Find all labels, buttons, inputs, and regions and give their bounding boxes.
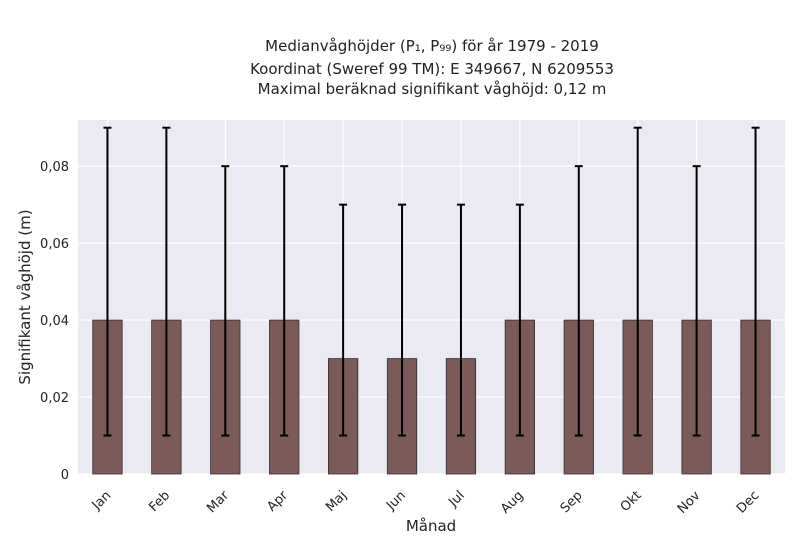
error-bar-apr <box>280 165 289 437</box>
y-tick-label: 0,04 <box>40 314 69 329</box>
error-bar-aug <box>515 203 524 437</box>
x-tick-label: Jul <box>445 488 467 510</box>
x-tick-label: Nov <box>675 488 704 517</box>
error-bar-jun <box>398 203 407 437</box>
x-tick-label: Mar <box>204 488 232 516</box>
error-bar-feb <box>162 126 171 437</box>
chart-title-line-3: Maximal beräknad signifikant våghöjd: 0,… <box>258 80 607 98</box>
chart-title-line-1: Medianvåghöjder (P₁, P₉₉) för år 1979 - … <box>265 37 599 55</box>
y-axis-label: Signifikant våghöjd (m) <box>16 209 34 384</box>
y-tick-label: 0 <box>61 468 69 483</box>
error-bar-dec <box>751 126 760 437</box>
error-bar-jan <box>103 126 112 437</box>
error-bar-okt <box>633 126 642 437</box>
x-tick-label: Apr <box>265 488 292 515</box>
error-bar-sep <box>574 165 583 437</box>
chart-title-line-2: Koordinat (Sweref 99 TM): E 349667, N 62… <box>250 60 614 78</box>
x-tick-label: Sep <box>558 488 586 516</box>
x-tick-label: Jun <box>383 488 409 514</box>
plot-area <box>78 120 785 474</box>
x-tick-label: Maj <box>323 488 350 515</box>
error-bar-maj <box>339 203 348 437</box>
x-tick-label: Jan <box>89 488 114 513</box>
error-bar-jul <box>456 203 465 437</box>
x-axis-label: Månad <box>406 517 456 535</box>
error-bars <box>103 126 760 437</box>
x-tick-label: Aug <box>498 488 527 517</box>
y-tick-label: 0,02 <box>40 391 69 406</box>
x-axis-ticks: Jan Feb Mar Apr Maj Jun Jul Aug Sep Okt Nov Dec <box>89 488 763 517</box>
chart-title: Medianvåghöjder (P₁, P₉₉) för år 1979 - … <box>250 37 614 98</box>
x-tick-label: Feb <box>146 488 173 515</box>
y-tick-label: 0,08 <box>40 160 69 175</box>
x-tick-label: Dec <box>734 488 762 516</box>
error-bar-nov <box>692 165 701 437</box>
error-bar-mar <box>221 165 230 437</box>
x-tick-label: Okt <box>618 488 645 515</box>
y-tick-label: 0,06 <box>40 237 69 252</box>
y-axis-ticks: 0 0,02 0,04 0,06 0,08 <box>40 160 69 483</box>
